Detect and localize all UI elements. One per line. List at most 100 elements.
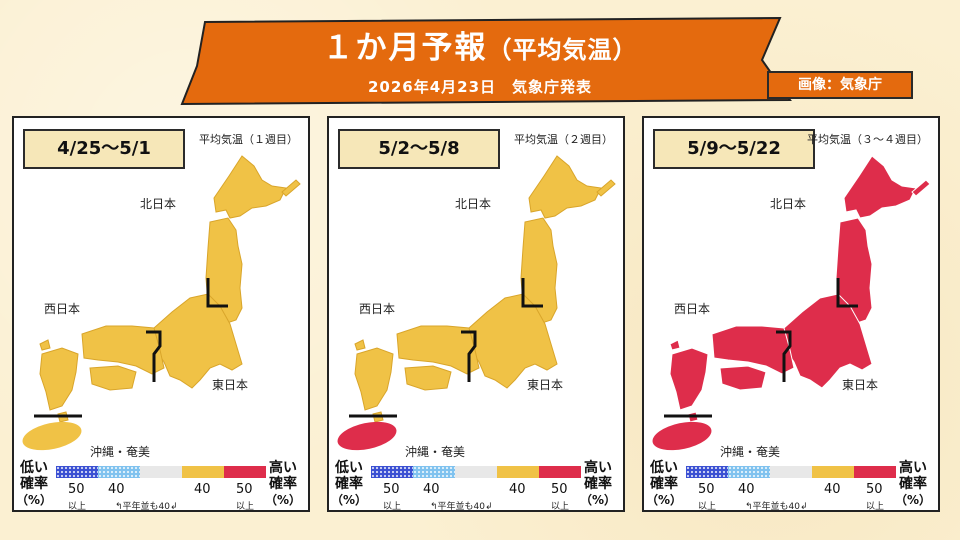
forecast-period: 5/2～5/8 [338, 129, 500, 169]
legend-bar-high-40 [812, 466, 854, 478]
legend-bar-low-50 [56, 466, 98, 478]
tick-high-ijou: 以上 [236, 502, 255, 512]
islands-shape [39, 339, 51, 351]
region-label-okinawa: 沖縄・奄美 [720, 445, 781, 459]
islands-shape [354, 339, 366, 351]
tick-low-ijou: 以上 [698, 502, 717, 512]
region-label-north: 北日本 [770, 197, 807, 211]
tick-high-40: 40 [194, 482, 211, 497]
north-east-boundary [206, 278, 228, 308]
region-label-west: 西日本 [674, 302, 711, 316]
tick-low-40: 40 [108, 482, 125, 497]
legend-bar-high-50 [539, 466, 581, 478]
chugoku-kinki-shape [396, 325, 480, 375]
hokkaido-shape [843, 155, 917, 219]
issued-date: 2026年4月23日 気象庁発表 [367, 78, 593, 96]
tick-low-40: 40 [423, 482, 440, 497]
region-label-north: 北日本 [140, 197, 177, 211]
note-bracket-left-icon: ↰ [115, 502, 123, 512]
region-label-east: 東日本 [212, 378, 249, 392]
region-label-east: 東日本 [842, 378, 879, 392]
title-main: １か月予報 [322, 30, 488, 66]
legend-high-label: 高い 確率 （%） [265, 460, 302, 507]
east-west-boundary [146, 330, 162, 382]
hokkaido-shape [213, 155, 287, 219]
tick-high-ijou: 以上 [866, 502, 885, 512]
kuril-shape [911, 179, 931, 197]
tick-low-ijou: 以上 [68, 502, 87, 512]
note-bracket-left-icon: ↰ [430, 502, 438, 512]
forecast-panel-3: 5/9～5/22 平均気温（３～４週目） 北日本 西日本 東日本 沖縄・奄美 低… [642, 116, 940, 512]
kyushu-shape [669, 347, 709, 411]
legend-bar-normal [140, 466, 182, 478]
region-label-okinawa: 沖縄・奄美 [405, 445, 466, 459]
legend-high-label: 高い 確率 （%） [895, 460, 932, 507]
kuril-shape [596, 179, 616, 197]
east-west-boundary [776, 330, 792, 382]
tick-low-50: 50 [698, 482, 715, 497]
normal-note: ↰平年並も40↲ [115, 502, 178, 512]
legend-bar-low-40 [728, 466, 770, 478]
region-label-north: 北日本 [455, 197, 492, 211]
normal-note: ↰平年並も40↲ [745, 502, 808, 512]
title-sub: （平均気温） [487, 36, 638, 64]
chugoku-kinki-shape [711, 325, 795, 375]
kyushu-shape [39, 347, 79, 411]
tick-high-50: 50 [866, 482, 883, 497]
kyushu-shape [354, 347, 394, 411]
legend-bar-low-40 [413, 466, 455, 478]
forecast-panel-1: 4/25～5/1 平均気温（１週目） 北日本 西日本 東日本 沖縄・奄美 低い … [12, 116, 310, 512]
normal-note: ↰平年並も40↲ [430, 502, 493, 512]
islands-shape [669, 339, 681, 351]
legend-bar-high-50 [224, 466, 266, 478]
forecast-period: 4/25～5/1 [23, 129, 185, 169]
kuril-shape [281, 179, 301, 197]
chugoku-kinki-shape [81, 325, 165, 375]
tick-high-ijou: 以上 [551, 502, 570, 512]
title-banner [180, 16, 792, 106]
kanto-chubu-shape [783, 293, 873, 389]
region-label-west: 西日本 [359, 302, 396, 316]
legend-low-label: 低い 確率 （%） [331, 460, 368, 507]
japan-map [22, 155, 301, 451]
forecast-period: 5/9～5/22 [653, 129, 815, 169]
legend-bar-high-40 [182, 466, 224, 478]
east-west-boundary [461, 330, 477, 382]
map-caption: 平均気温（１週目） [199, 133, 298, 146]
legend-bar-normal [770, 466, 812, 478]
shikoku-shape [89, 365, 137, 391]
tick-high-50: 50 [236, 482, 253, 497]
legend-low-label: 低い 確率 （%） [646, 460, 683, 507]
note-bracket-right-icon: ↲ [800, 502, 808, 512]
legend-bar-low-40 [98, 466, 140, 478]
legend-high-label: 高い 確率 （%） [580, 460, 617, 507]
region-label-west: 西日本 [44, 302, 81, 316]
legend-bar-high-50 [854, 466, 896, 478]
note-bracket-right-icon: ↲ [485, 502, 493, 512]
tohoku-shape [205, 217, 243, 325]
north-east-boundary [521, 278, 543, 308]
forecast-panel-2: 5/2～5/8 平均気温（２週目） 北日本 西日本 東日本 沖縄・奄美 低い 確… [327, 116, 625, 512]
page-title: １か月予報（平均気温） [180, 22, 780, 67]
region-label-okinawa: 沖縄・奄美 [90, 445, 151, 459]
map-caption: 平均気温（２週目） [514, 133, 613, 146]
tick-low-50: 50 [68, 482, 85, 497]
shikoku-shape [719, 365, 767, 391]
kanto-chubu-shape [153, 293, 243, 389]
north-east-boundary [836, 278, 858, 308]
okinawa-oval [337, 421, 397, 451]
japan-map [652, 155, 931, 451]
legend-bar-low-50 [686, 466, 728, 478]
legend-low-label: 低い 確率 （%） [16, 460, 53, 507]
tick-low-40: 40 [738, 482, 755, 497]
kanto-chubu-shape [468, 293, 558, 389]
legend-bar-normal [455, 466, 497, 478]
note-bracket-left-icon: ↰ [745, 502, 753, 512]
note-bracket-right-icon: ↲ [170, 502, 178, 512]
okinawa-oval [652, 421, 712, 451]
hokkaido-shape [528, 155, 602, 219]
japan-map [337, 155, 616, 451]
region-label-east: 東日本 [527, 378, 564, 392]
legend-bar-high-40 [497, 466, 539, 478]
tick-high-40: 40 [824, 482, 841, 497]
